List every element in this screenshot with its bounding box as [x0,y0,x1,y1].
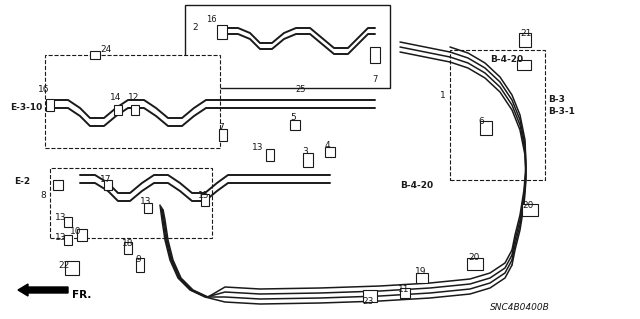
Text: 21: 21 [520,28,531,38]
Text: E-2: E-2 [14,177,30,187]
Text: 18: 18 [122,240,134,249]
Bar [136,258,144,272]
Text: 2: 2 [192,23,198,32]
Text: 6: 6 [478,117,484,127]
Bar [467,258,483,270]
Text: 4: 4 [325,140,331,150]
Text: 1: 1 [440,91,445,100]
Text: 10: 10 [70,227,81,236]
Bar [370,47,380,63]
Text: 16: 16 [206,16,216,25]
Text: 22: 22 [58,261,69,270]
Text: 25: 25 [295,85,305,94]
Bar [64,217,72,227]
Text: 16: 16 [38,85,49,94]
Text: 14: 14 [110,93,122,102]
Text: E-3-10: E-3-10 [10,103,42,113]
Bar [517,60,531,70]
Bar [65,261,79,275]
Bar [325,147,335,157]
Bar [46,99,54,111]
Text: 7: 7 [372,76,378,85]
Text: 3: 3 [302,147,308,157]
Text: 7: 7 [218,123,224,132]
Bar [90,51,100,59]
Text: B-3-1: B-3-1 [548,108,575,116]
Bar [266,149,274,161]
Text: 5: 5 [290,114,296,122]
Bar [217,25,227,39]
Text: 8: 8 [40,190,45,199]
FancyArrow shape [18,284,68,296]
Text: 19: 19 [415,268,426,277]
Bar [104,180,112,190]
Bar [50,168,212,238]
Text: B-4-20: B-4-20 [490,56,523,64]
Text: 20: 20 [522,201,533,210]
Bar [219,129,227,141]
Bar [53,180,63,190]
Text: 9: 9 [135,256,141,264]
Bar [522,204,538,216]
Bar [450,50,545,180]
Bar [64,235,72,245]
Text: 13: 13 [55,213,67,222]
Bar [114,105,122,115]
Text: 13: 13 [140,197,152,206]
Text: 13: 13 [252,144,264,152]
Bar [480,121,492,135]
Bar [363,290,377,302]
Bar [416,273,428,283]
Bar [131,105,139,115]
Bar [290,120,300,130]
Text: 17: 17 [100,175,111,184]
Text: 12: 12 [128,93,140,102]
Text: 13: 13 [55,234,67,242]
Bar [45,55,220,148]
Bar [519,33,531,47]
Bar [124,242,132,254]
Text: 20: 20 [468,254,479,263]
Bar [201,194,209,206]
Text: B-4-20: B-4-20 [400,181,433,189]
Bar [77,229,87,241]
Text: 11: 11 [398,286,410,294]
Text: 24: 24 [100,46,111,55]
Bar [303,153,313,167]
Text: B-3: B-3 [548,95,565,105]
Text: 23: 23 [362,298,373,307]
Text: SNC4B0400B: SNC4B0400B [490,303,550,313]
Text: 15: 15 [198,190,209,199]
Text: FR.: FR. [72,290,92,300]
Bar [185,5,390,88]
Bar [400,288,410,298]
Bar [144,203,152,213]
